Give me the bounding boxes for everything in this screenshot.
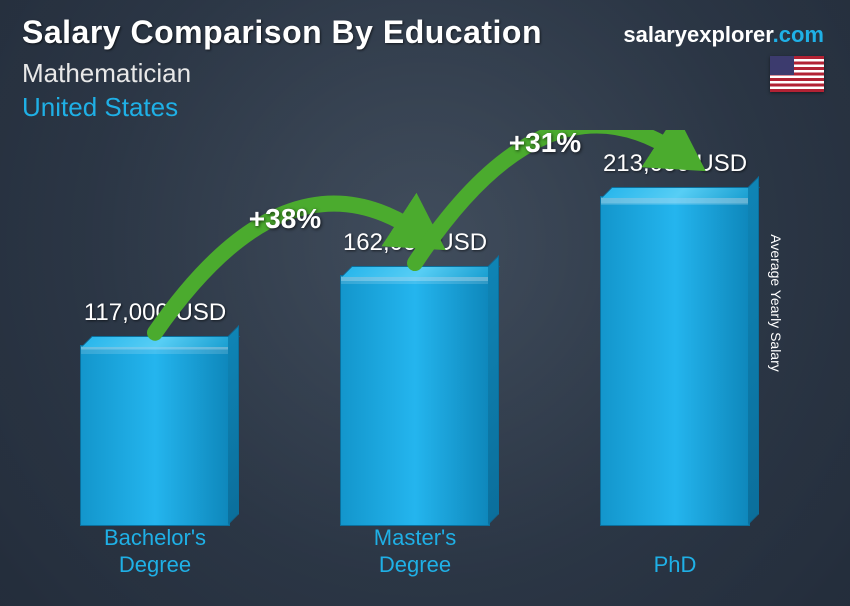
bar-label: PhD [654,552,697,578]
bar [600,196,750,526]
bar-chart: 117,000 USD Bachelor'sDegree 162,000 USD Ma… [30,130,790,586]
brand-main: salaryexplorer [623,22,772,47]
bar-value: 162,000 USD [343,229,487,257]
bar-label: Master'sDegree [374,525,456,578]
bar [340,275,490,526]
increase-label: +31% [509,127,581,159]
bar-label: Bachelor'sDegree [104,525,206,578]
chart-canvas: Salary Comparison By Education Mathemati… [0,0,850,606]
subtitle-country: United States [22,92,178,123]
brand-suffix: .com [773,22,824,47]
bar-value: 213,000 USD [603,150,747,178]
bar [80,345,230,526]
brand-logo: salaryexplorer.com [623,22,824,48]
increase-label: +38% [249,203,321,235]
us-flag-icon [770,56,824,92]
subtitle-occupation: Mathematician [22,58,191,89]
page-title: Salary Comparison By Education [22,14,542,51]
bar-value: 117,000 USD [84,299,226,327]
